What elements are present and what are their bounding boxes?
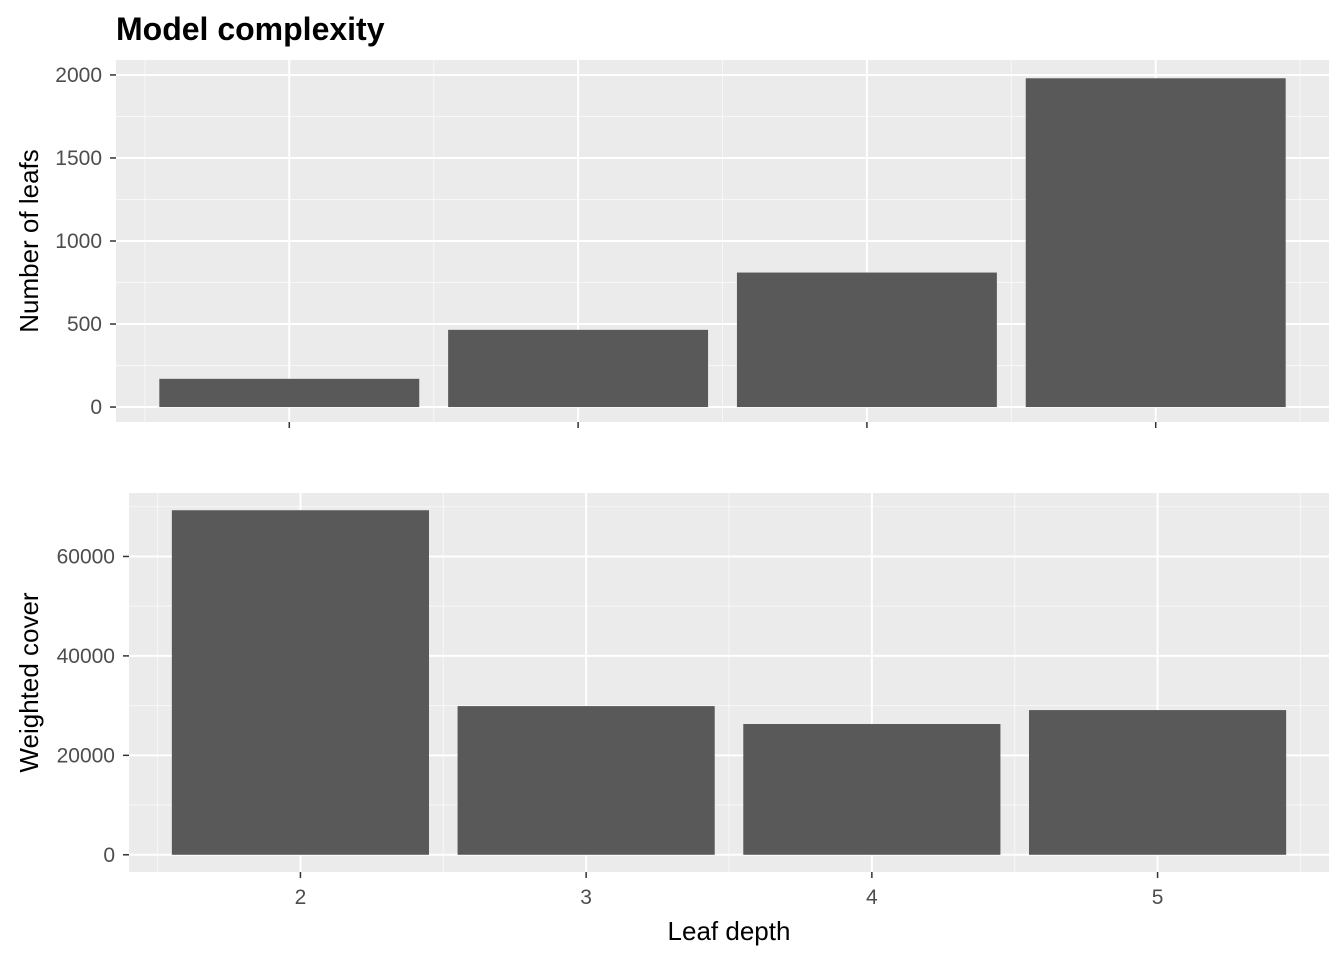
x-tick-label: 3 bbox=[580, 886, 592, 909]
x-tick-label: 2 bbox=[295, 886, 307, 909]
bar-depth-5 bbox=[1029, 710, 1287, 855]
y-tick-label: 40000 bbox=[57, 645, 115, 668]
bar-depth-3 bbox=[457, 706, 715, 855]
x-tick-label: 5 bbox=[1152, 886, 1164, 909]
chart-title: Model complexity bbox=[116, 11, 385, 47]
y-tick-label: 2000 bbox=[55, 64, 102, 87]
bar-depth-2 bbox=[159, 378, 420, 408]
bar-depth-3 bbox=[448, 329, 709, 408]
y-tick-label: 0 bbox=[103, 844, 115, 867]
y-tick-label: 0 bbox=[90, 396, 102, 419]
x-axis-title: Leaf depth bbox=[668, 916, 791, 946]
y-tick-label: 1500 bbox=[55, 147, 102, 170]
weighted-cover-panel: 0 20000 40000 60000 2 3 4 5 Weighted cover Leaf d… bbox=[14, 493, 1329, 946]
bar-depth-2 bbox=[171, 510, 429, 855]
y-axis-title: Weighted cover bbox=[14, 592, 44, 773]
y-axis-title: Number of leafs bbox=[14, 149, 44, 333]
bar-depth-4 bbox=[743, 724, 1001, 855]
leaf-count-panel: 0 500 1000 1500 2000 Number of leafs bbox=[14, 60, 1329, 428]
y-tick-label: 60000 bbox=[57, 545, 115, 568]
bar-depth-4 bbox=[736, 272, 997, 408]
y-tick-label: 1000 bbox=[55, 230, 102, 253]
y-tick-label: 20000 bbox=[57, 744, 115, 767]
y-tick-label: 500 bbox=[67, 313, 102, 336]
x-tick-label: 4 bbox=[866, 886, 878, 909]
bar-depth-5 bbox=[1025, 78, 1286, 408]
